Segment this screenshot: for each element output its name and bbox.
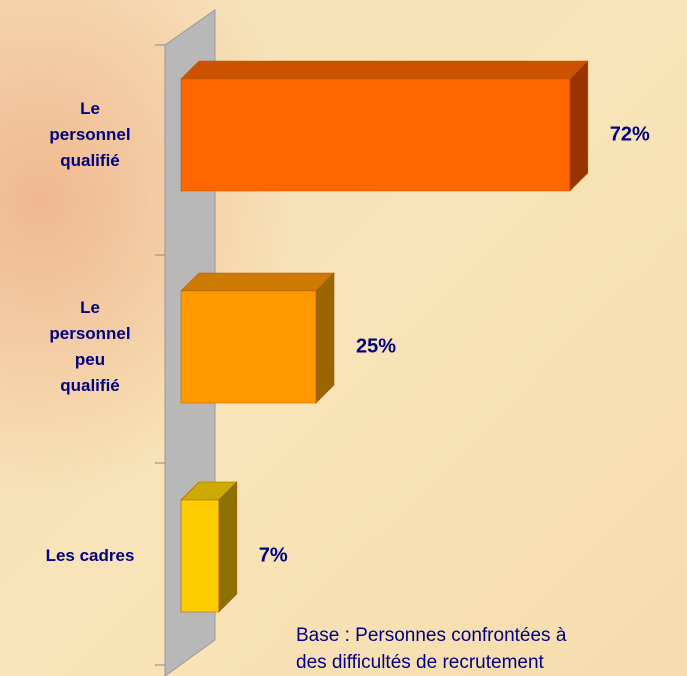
category-label: Les cadres <box>45 546 135 565</box>
bar <box>180 60 589 192</box>
value-label: 7% <box>258 544 288 567</box>
bar-side <box>218 481 238 613</box>
bar-front <box>180 290 317 404</box>
bar-front <box>180 499 220 613</box>
value-label: 72% <box>609 123 650 146</box>
bar <box>180 481 238 613</box>
bar-top <box>180 60 589 80</box>
note: Base : Personnes confrontées à des diffi… <box>296 625 567 673</box>
value-label: 25% <box>356 335 397 358</box>
bar-top <box>180 272 335 292</box>
category-label: Le personnel qualifié <box>49 99 131 170</box>
category-label: Le personnel peu qualifié <box>49 298 131 395</box>
bar <box>180 272 335 404</box>
bar-front <box>180 78 571 192</box>
bar-side <box>315 272 335 404</box>
bar-side <box>569 60 589 192</box>
